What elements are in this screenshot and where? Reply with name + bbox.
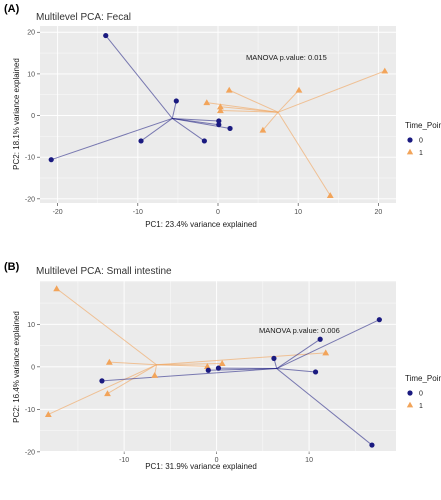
point-time-0 (271, 355, 277, 361)
spoke-line (101, 368, 277, 382)
point-time-1 (203, 363, 211, 369)
x-tick-label: 0 (216, 209, 220, 216)
legend: Time_Point 0 1 (405, 121, 441, 157)
y-tick-label: 20 (27, 30, 35, 37)
y-axis-label: PC2: 18.1% variance explained (12, 58, 21, 170)
point-time-0 (312, 369, 319, 375)
legend-symbol-1 (406, 148, 414, 155)
point-time-1 (326, 192, 334, 199)
chart-title: Multilevel PCA: Small intestine (36, 266, 172, 277)
point-time-0 (369, 442, 375, 448)
legend-title: Time_Point (405, 121, 441, 130)
legend-label-0: 0 (419, 138, 423, 145)
point-time-0 (173, 98, 179, 104)
x-tick-label: 20 (374, 209, 382, 216)
legend: Time_Point 0 1 (405, 374, 441, 410)
point-time-1 (381, 67, 389, 74)
spoke-line (276, 368, 373, 446)
spoke-line (172, 118, 205, 142)
x-axis-label: PC1: 31.9% variance explained (145, 462, 257, 471)
spoke-line (277, 89, 300, 113)
spoke-line (172, 117, 219, 122)
x-tick-label: -20 (53, 209, 63, 216)
point-time-0 (201, 138, 207, 144)
x-axis-label: PC1: 23.4% variance explained (145, 220, 257, 229)
legend-symbol-0 (407, 137, 413, 143)
y-tick-label: 0 (31, 364, 35, 371)
legend-title: Time_Point (405, 374, 441, 383)
x-tick-label: 10 (305, 457, 313, 464)
x-tick-label: 0 (215, 457, 219, 464)
point-time-0 (317, 336, 323, 342)
point-time-1 (217, 107, 224, 114)
spoke-line (276, 368, 316, 373)
point-time-1 (295, 86, 303, 93)
panel-label: (B) (4, 261, 20, 273)
spoke-line (276, 338, 321, 369)
point-time-0 (103, 32, 109, 39)
spoke-line (220, 110, 279, 113)
point-time-1 (105, 358, 113, 365)
point-time-0 (215, 365, 222, 371)
legend-symbol-0 (407, 390, 413, 396)
point-time-0 (227, 125, 233, 132)
spoke-line (229, 89, 279, 113)
y-tick-label: -10 (25, 407, 35, 414)
spoke-line (109, 361, 157, 366)
point-time-0 (205, 367, 211, 373)
point-time-0 (138, 138, 144, 144)
spoke-line (277, 111, 331, 196)
spoke-line (276, 319, 380, 370)
point-time-0 (376, 317, 382, 323)
spoke-line (277, 70, 385, 113)
panel-label: (A) (4, 3, 20, 15)
x-tick-label: -10 (133, 209, 143, 216)
legend-label-1: 1 (419, 403, 423, 410)
spoke-line (156, 362, 223, 366)
spoke-line (140, 118, 173, 142)
point-time-1 (104, 390, 111, 397)
point-time-0 (99, 378, 105, 384)
chart-title: Multilevel PCA: Fecal (36, 12, 131, 23)
x-tick-label: 10 (294, 209, 302, 216)
spoke-line (262, 111, 279, 131)
point-time-0 (216, 122, 222, 128)
spoke-line (220, 106, 279, 113)
y-tick-label: -20 (25, 196, 35, 203)
point-time-1 (203, 99, 211, 106)
spoke-line (171, 100, 177, 119)
legend-label-0: 0 (419, 391, 423, 398)
y-tick-label: -20 (25, 449, 35, 456)
chart-panel-2: (B) Multilevel PCA: Small intestine-10 0 10… (4, 261, 441, 471)
y-tick-label: 10 (27, 71, 35, 78)
manova-annotation: MANOVA p.value: 0.015 (246, 53, 327, 62)
y-tick-label: 10 (27, 322, 35, 329)
point-time-1 (53, 285, 61, 292)
legend-label-1: 1 (419, 150, 423, 157)
point-time-1 (322, 349, 330, 356)
point-time-1 (44, 411, 52, 417)
legend-symbol-1 (406, 401, 414, 408)
spoke-line (172, 117, 231, 129)
spoke-line (48, 364, 157, 415)
y-axis-label: PC2: 16.4% variance explained (12, 311, 21, 423)
point-time-1 (151, 371, 159, 378)
point-time-1 (217, 103, 224, 110)
y-tick-label: -10 (25, 155, 35, 162)
spoke-line (51, 117, 173, 161)
spoke-line (56, 288, 157, 366)
point-time-1 (259, 126, 267, 133)
chart-panel-1: (A)Multilevel PCA: Fecal-20 -10 0 10 20-20-1… (4, 3, 441, 229)
point-time-0 (216, 118, 222, 124)
point-time-1 (218, 360, 226, 366)
manova-annotation: MANOVA p.value: 0.006 (259, 326, 340, 335)
point-time-1 (225, 86, 233, 93)
x-tick-label: -10 (119, 457, 129, 464)
point-time-0 (48, 157, 54, 163)
y-tick-label: 0 (31, 113, 35, 120)
spoke-line (105, 35, 173, 119)
